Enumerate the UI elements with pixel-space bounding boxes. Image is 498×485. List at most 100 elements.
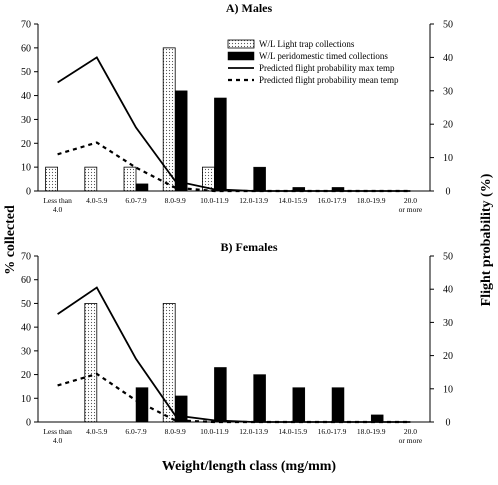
y-axis-title-left: % collected — [3, 205, 18, 275]
right-tick-label: 30 — [443, 318, 453, 329]
x-tick-label: Less than 4.0 — [43, 196, 72, 214]
x-tick-label: 14.0-15.9 — [278, 196, 307, 205]
x-tick-label: 8.0-9.9 — [165, 196, 186, 205]
x-tick-label: 12.0-13.9 — [239, 196, 268, 205]
x-tick-label-line: 4.0-5.9 — [86, 196, 107, 205]
left-tick-label: 20 — [21, 139, 31, 150]
x-tick-label-line: Less than — [43, 196, 72, 205]
max-temp-line — [57, 286, 411, 423]
x-tick-label: 10.0-11.9 — [200, 196, 229, 205]
x-tick-label: 16.0-17.9 — [318, 196, 347, 205]
left-tick-label: 0 — [26, 418, 31, 429]
x-tick-label: 4.0-5.9 — [86, 196, 107, 205]
x-tick-label: 6.0-7.9 — [125, 196, 146, 205]
left-tick-label: 40 — [21, 323, 31, 334]
x-tick-label-line: 6.0-7.9 — [125, 427, 146, 436]
right-tick-label: 50 — [443, 252, 453, 263]
right-tick-label: 50 — [443, 20, 453, 31]
x-tick-label-line: or more — [399, 436, 423, 445]
x-tick-label-line: 4.0-5.9 — [86, 427, 107, 436]
x-tick-label-line: 10.0-11.9 — [200, 427, 229, 436]
legend-swatch-light-trap — [227, 39, 255, 49]
bars-males — [45, 47, 345, 192]
x-tick-label: 16.0-17.9 — [318, 427, 347, 436]
x-tick-label-line: 8.0-9.9 — [165, 196, 186, 205]
x-tick-label-line: 12.0-13.9 — [239, 196, 268, 205]
x-tick-label: 14.0-15.9 — [278, 427, 307, 436]
light-trap-bar — [123, 166, 137, 192]
light-trap-bar — [45, 166, 58, 192]
legend-swatch-peridomestic — [227, 51, 255, 61]
left-tick-label: 70 — [21, 20, 31, 31]
x-tick-label-line: 4.0 — [53, 436, 63, 445]
panel-females: B) Females 0 10 20 30 40 50 60 70 0 10 20 30 40 50 L… — [21, 240, 453, 445]
right-tick-label: 10 — [443, 384, 453, 395]
left-tick-label: 30 — [21, 346, 31, 357]
right-tick-label: 30 — [443, 86, 453, 97]
x-tick-label: 18.0-19.9 — [357, 427, 386, 436]
x-tick-label: 20.0 or more — [399, 196, 423, 214]
x-tick-label-line: Less than — [43, 427, 72, 436]
peridomestic-bar — [214, 97, 227, 192]
peridomestic-bar — [174, 395, 188, 423]
x-tick-label: 18.0-19.9 — [357, 196, 386, 205]
light-trap-bar — [84, 303, 98, 423]
x-tick-label-line: 20.0 — [404, 427, 417, 436]
peridomestic-bar — [214, 367, 227, 423]
x-tick-label: Less than 4.0 — [43, 427, 72, 445]
left-tick-label: 60 — [21, 275, 31, 286]
x-tick-label-line: 16.0-17.9 — [318, 427, 347, 436]
bars-females — [84, 303, 384, 423]
x-tick-label: 10.0-11.9 — [200, 427, 229, 436]
legend-label: Predicted flight probability max temp — [259, 63, 395, 73]
peridomestic-bar — [331, 387, 345, 423]
x-tick-label-line: 8.0-9.9 — [165, 427, 186, 436]
legend-label: Predicted flight probability mean temp — [259, 75, 399, 85]
light-trap-bar — [162, 303, 176, 423]
x-tick-label: 20.0 or more — [399, 427, 423, 445]
panel-title-males: A) Males — [226, 1, 273, 15]
x-tick-label: 12.0-13.9 — [239, 427, 268, 436]
panel-males: A) Males 0 10 20 30 40 50 60 70 0 10 20 30 40 50 Les… — [21, 1, 453, 214]
right-tick-label: 0 — [446, 187, 451, 198]
left-tick-label: 50 — [21, 67, 31, 78]
mean-temp-line — [57, 141, 411, 193]
left-tick-label: 30 — [21, 115, 31, 126]
left-tick-label: 50 — [21, 299, 31, 310]
left-tick-label: 20 — [21, 370, 31, 381]
legend-label: W/L Light trap collections — [259, 39, 355, 49]
right-axis-males: 0 10 20 30 40 50 — [429, 20, 453, 198]
right-axis-females: 0 10 20 30 40 50 — [429, 252, 453, 429]
mean-temp-line — [57, 372, 411, 424]
x-tick-label-line: 14.0-15.9 — [278, 196, 307, 205]
x-tick-label-line: 12.0-13.9 — [239, 427, 268, 436]
right-tick-label: 10 — [443, 153, 453, 164]
x-tick-label: 6.0-7.9 — [125, 427, 146, 436]
peridomestic-bar — [292, 387, 306, 423]
right-tick-label: 0 — [446, 418, 451, 429]
peridomestic-bar — [253, 166, 266, 192]
x-tick-label-line: or more — [399, 205, 423, 214]
x-tick-label-line: 20.0 — [404, 196, 417, 205]
x-tick-label-line: 18.0-19.9 — [357, 427, 386, 436]
left-axis-males: 0 10 20 30 40 50 60 70 — [21, 20, 39, 198]
x-tick-label-line: 10.0-11.9 — [200, 196, 229, 205]
lines-females — [57, 286, 411, 424]
left-tick-label: 10 — [21, 394, 31, 405]
y-axis-title-right: Flight probability (%) — [479, 173, 494, 306]
legend-label: W/L peridomestic timed collections — [259, 51, 388, 61]
right-tick-label: 40 — [443, 53, 453, 64]
x-tick-label: 4.0-5.9 — [86, 427, 107, 436]
peridomestic-bar — [135, 183, 149, 192]
x-axis-title: Weight/length class (mg/mm) — [162, 459, 337, 474]
light-trap-bar — [84, 166, 98, 192]
light-trap-bar — [162, 47, 176, 192]
left-tick-label: 70 — [21, 252, 31, 263]
left-axis-females: 0 10 20 30 40 50 60 70 — [21, 252, 39, 429]
x-tick-label-line: 14.0-15.9 — [278, 427, 307, 436]
x-tick-label-line: 4.0 — [53, 205, 63, 214]
right-tick-label: 20 — [443, 120, 453, 131]
left-tick-label: 60 — [21, 43, 31, 54]
